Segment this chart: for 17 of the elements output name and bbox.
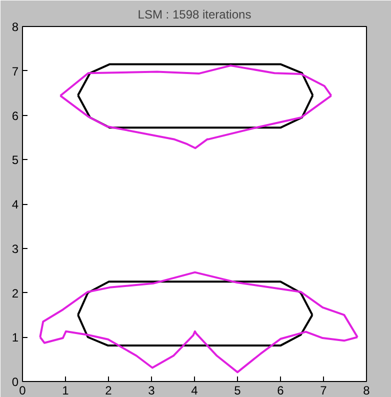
x-tick-label: 6 (277, 384, 284, 397)
x-tick-label: 1 (62, 384, 70, 397)
x-tick-label: 8 (363, 384, 370, 397)
y-tick-label: 7 (12, 64, 19, 78)
y-tick-label: 6 (12, 108, 19, 123)
y-tick-label: 3 (12, 242, 19, 256)
y-tick-label: 5 (12, 153, 19, 168)
x-tick-label: 4 (191, 384, 198, 397)
x-tick-label: 5 (234, 384, 242, 397)
chart-title: LSM : 1598 iterations (138, 8, 252, 22)
y-tick-label: 4 (12, 198, 19, 212)
x-tick-label: 2 (105, 384, 112, 397)
y-tick-label: 2 (12, 286, 19, 300)
y-tick-label: 1 (12, 330, 19, 345)
x-tick-label: 7 (320, 384, 328, 397)
x-tick-label: 3 (148, 384, 156, 397)
y-tick-label: 8 (12, 20, 19, 34)
